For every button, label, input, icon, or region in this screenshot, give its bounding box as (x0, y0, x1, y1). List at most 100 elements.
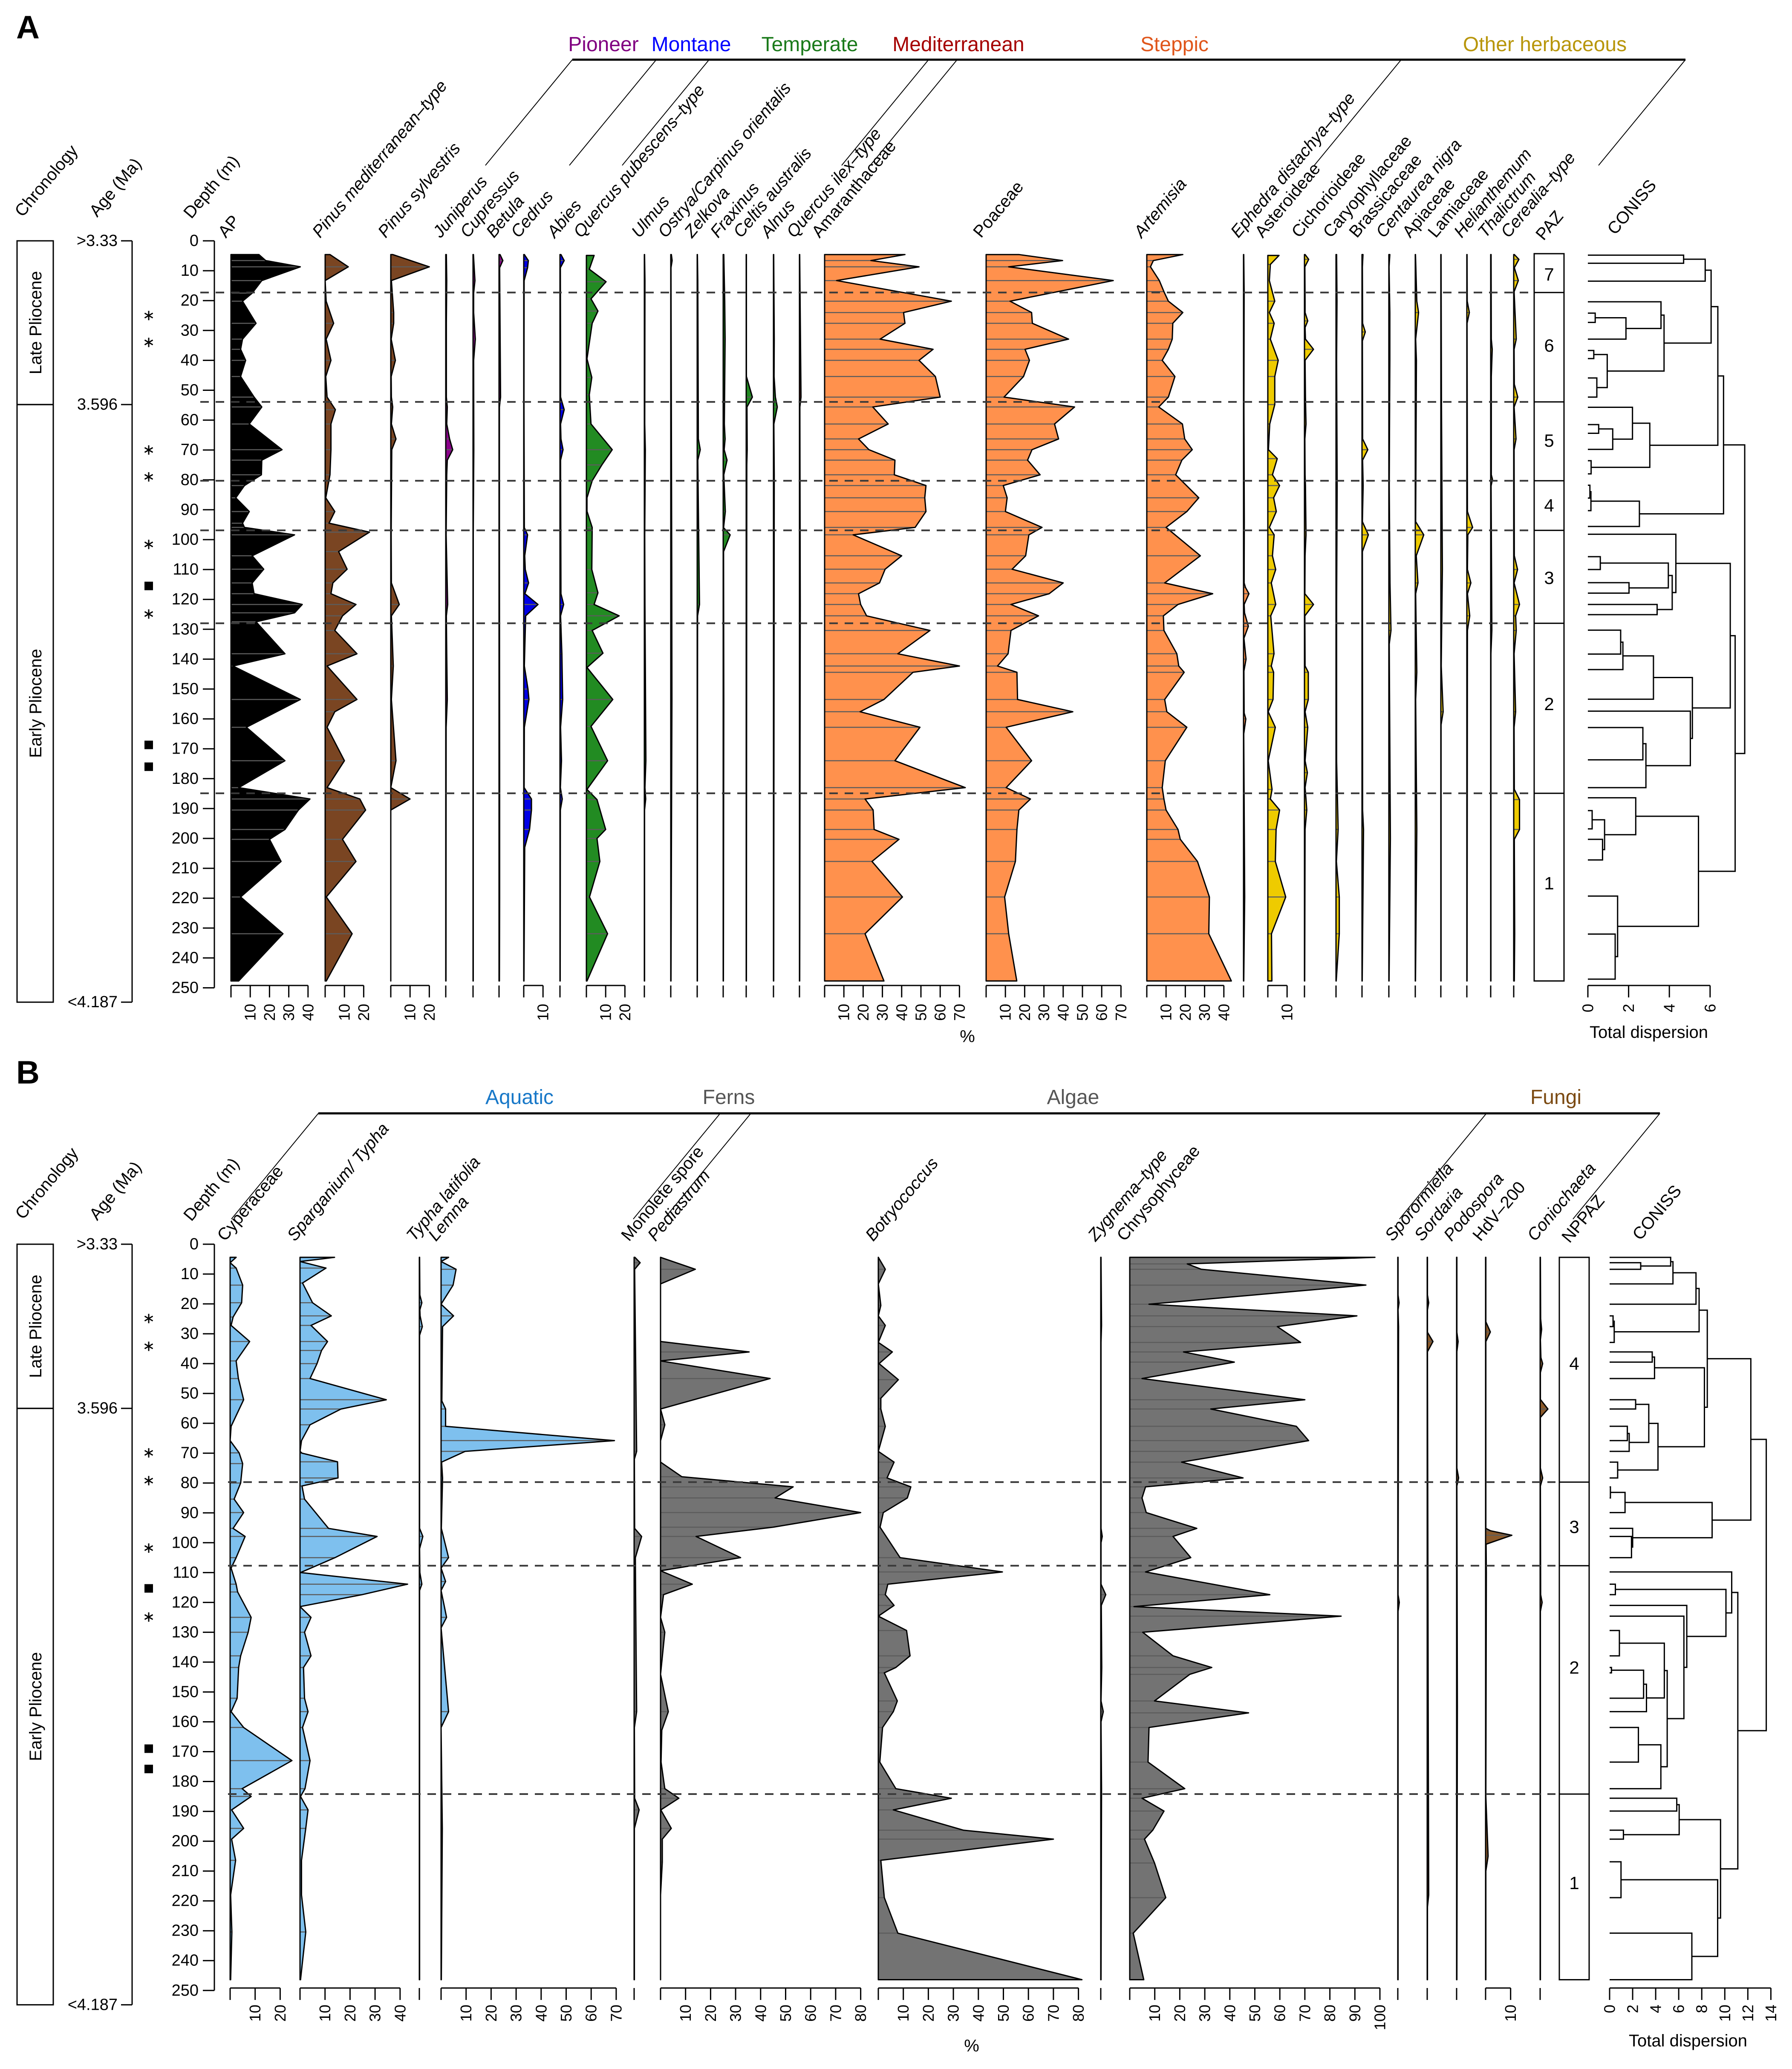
depth-tick-label: 70 (181, 1444, 199, 1462)
group-label: Other herbaceous (1463, 33, 1627, 56)
taxon-outline (745, 254, 753, 982)
x-tick-label: 50 (777, 2005, 794, 2022)
asterisk-stroke (144, 312, 153, 319)
taxon-area (300, 1257, 408, 1980)
coniss-dendrogram: 0 2 4 6 (1579, 254, 1746, 1012)
taxon-outline (633, 1257, 643, 1980)
depth-tick-label: 140 (172, 1653, 199, 1671)
age-tick-label: <4.187 (68, 1996, 118, 2014)
dispersion-tick-label: 12 (1739, 2005, 1757, 2022)
taxon-outline (1388, 254, 1392, 982)
depth-tick-label: 100 (172, 1534, 199, 1552)
depth-tick-label: 120 (172, 1593, 199, 1611)
asterisk-stroke (144, 541, 153, 548)
x-tick-label: 80 (1321, 2005, 1339, 2022)
asterisk-stroke (144, 1343, 153, 1349)
depth-tick-label: 170 (172, 740, 199, 758)
group-label: Mediterranean (892, 33, 1024, 56)
taxon-area (1467, 254, 1473, 981)
taxon-outline (1456, 1257, 1460, 1980)
group-divider-line (841, 59, 929, 166)
depth-tick-label: 240 (172, 1952, 199, 1970)
dispersion-tick-label: 10 (1716, 2005, 1734, 2022)
taxon-outline (1335, 254, 1340, 982)
age-tick-label: 3.596 (77, 396, 118, 413)
dispersion-tick-label: 6 (1670, 2005, 1688, 2013)
x-tick-label: 60 (583, 2005, 600, 2022)
zone-label: 7 (1544, 264, 1554, 284)
taxon-outline (1129, 1257, 1376, 1980)
depth-tick-label: 240 (172, 949, 199, 967)
asterisk-marker (144, 1543, 153, 1553)
x-tick-label: 20 (1177, 1004, 1194, 1021)
sample-markers (144, 311, 153, 771)
depth-tick-label: 90 (181, 1504, 199, 1522)
depth-tick-label: 20 (181, 1295, 199, 1313)
taxon-outline (1426, 1257, 1434, 1980)
x-tick-label: 30 (1196, 1004, 1213, 1021)
age-tick-label: >3.33 (77, 1235, 118, 1253)
x-tick-label: 40 (532, 2005, 550, 2022)
taxon-outline (1513, 254, 1521, 982)
x-tick-label: 20 (341, 2005, 359, 2022)
depth-tick-label: 170 (172, 1743, 199, 1761)
depth-tick-label: 150 (172, 1683, 199, 1701)
taxon-outline (299, 1257, 408, 1980)
taxon-outline (1361, 254, 1369, 982)
x-tick-label: 60 (1020, 2005, 1037, 2022)
taxon-outline (877, 1257, 1083, 1980)
depth-tick-label: 160 (172, 710, 199, 728)
group-header: Aquatic Ferns Algae Fungi (231, 1086, 1660, 1219)
group-label: Ferns (703, 1086, 755, 1109)
age-tick-label: <4.187 (68, 993, 118, 1011)
taxon-outline (1485, 1257, 1513, 1980)
coniss-dendrogram: 0 2 4 6 8 10 12 14 (1601, 1257, 1780, 2022)
group-divider-line (569, 59, 657, 166)
x-tick-label: 20 (482, 2005, 500, 2022)
taxon-outline (1304, 254, 1314, 982)
x-tick-label: 70 (951, 1004, 968, 1021)
taxon-outline (1466, 254, 1474, 982)
sample-markers (144, 1314, 153, 1774)
x-tick-label: 50 (1074, 1004, 1091, 1021)
x-tick-label: 80 (1070, 2005, 1087, 2022)
dispersion-tick-label: 2 (1620, 1004, 1637, 1012)
x-tick-label: 10 (246, 2005, 264, 2022)
panel-letter: A (16, 9, 40, 46)
group-divider-line (485, 59, 573, 166)
depth-tick-label: 50 (181, 1384, 199, 1402)
asterisk-stroke (144, 1477, 153, 1484)
asterisk-marker (144, 445, 153, 455)
group-label: Fungi (1530, 1086, 1581, 1109)
x-unit-label: % (960, 1027, 975, 1046)
depth-tick-label: 100 (172, 531, 199, 549)
x-tick-label: 50 (995, 2005, 1012, 2022)
x-tick-label: 20 (271, 2005, 289, 2022)
depth-tick-label: 10 (181, 1265, 199, 1283)
group-divider-line (1399, 1113, 1487, 1219)
group-divider-line (1573, 1113, 1660, 1219)
x-tick-label: 90 (1346, 2005, 1364, 2022)
taxon-area (746, 254, 753, 981)
depth-tick-label: 210 (172, 1862, 199, 1880)
x-tick-label: 10 (597, 1004, 615, 1021)
group-divider-line (622, 59, 710, 166)
x-tick-label: 10 (835, 1004, 853, 1021)
taxon-outline (773, 254, 778, 982)
depth-tick-label: 30 (181, 1325, 199, 1343)
depth-tick-label: 250 (172, 1982, 199, 2000)
depth-tick-label: 230 (172, 919, 199, 937)
square-marker (144, 762, 153, 771)
x-tick-label: 10 (895, 2005, 912, 2022)
x-tick-label: 40 (893, 1004, 910, 1021)
depth-tick-label: 30 (181, 321, 199, 339)
asterisk-marker (144, 609, 153, 619)
taxon-outline (696, 254, 701, 982)
zone-label: 3 (1544, 568, 1554, 588)
asterisk-stroke (144, 447, 153, 453)
depth-tick-label: 110 (173, 1563, 199, 1581)
group-divider-line (231, 1113, 319, 1219)
asterisk-stroke (144, 474, 153, 480)
depth-tick-label: 200 (172, 829, 199, 847)
